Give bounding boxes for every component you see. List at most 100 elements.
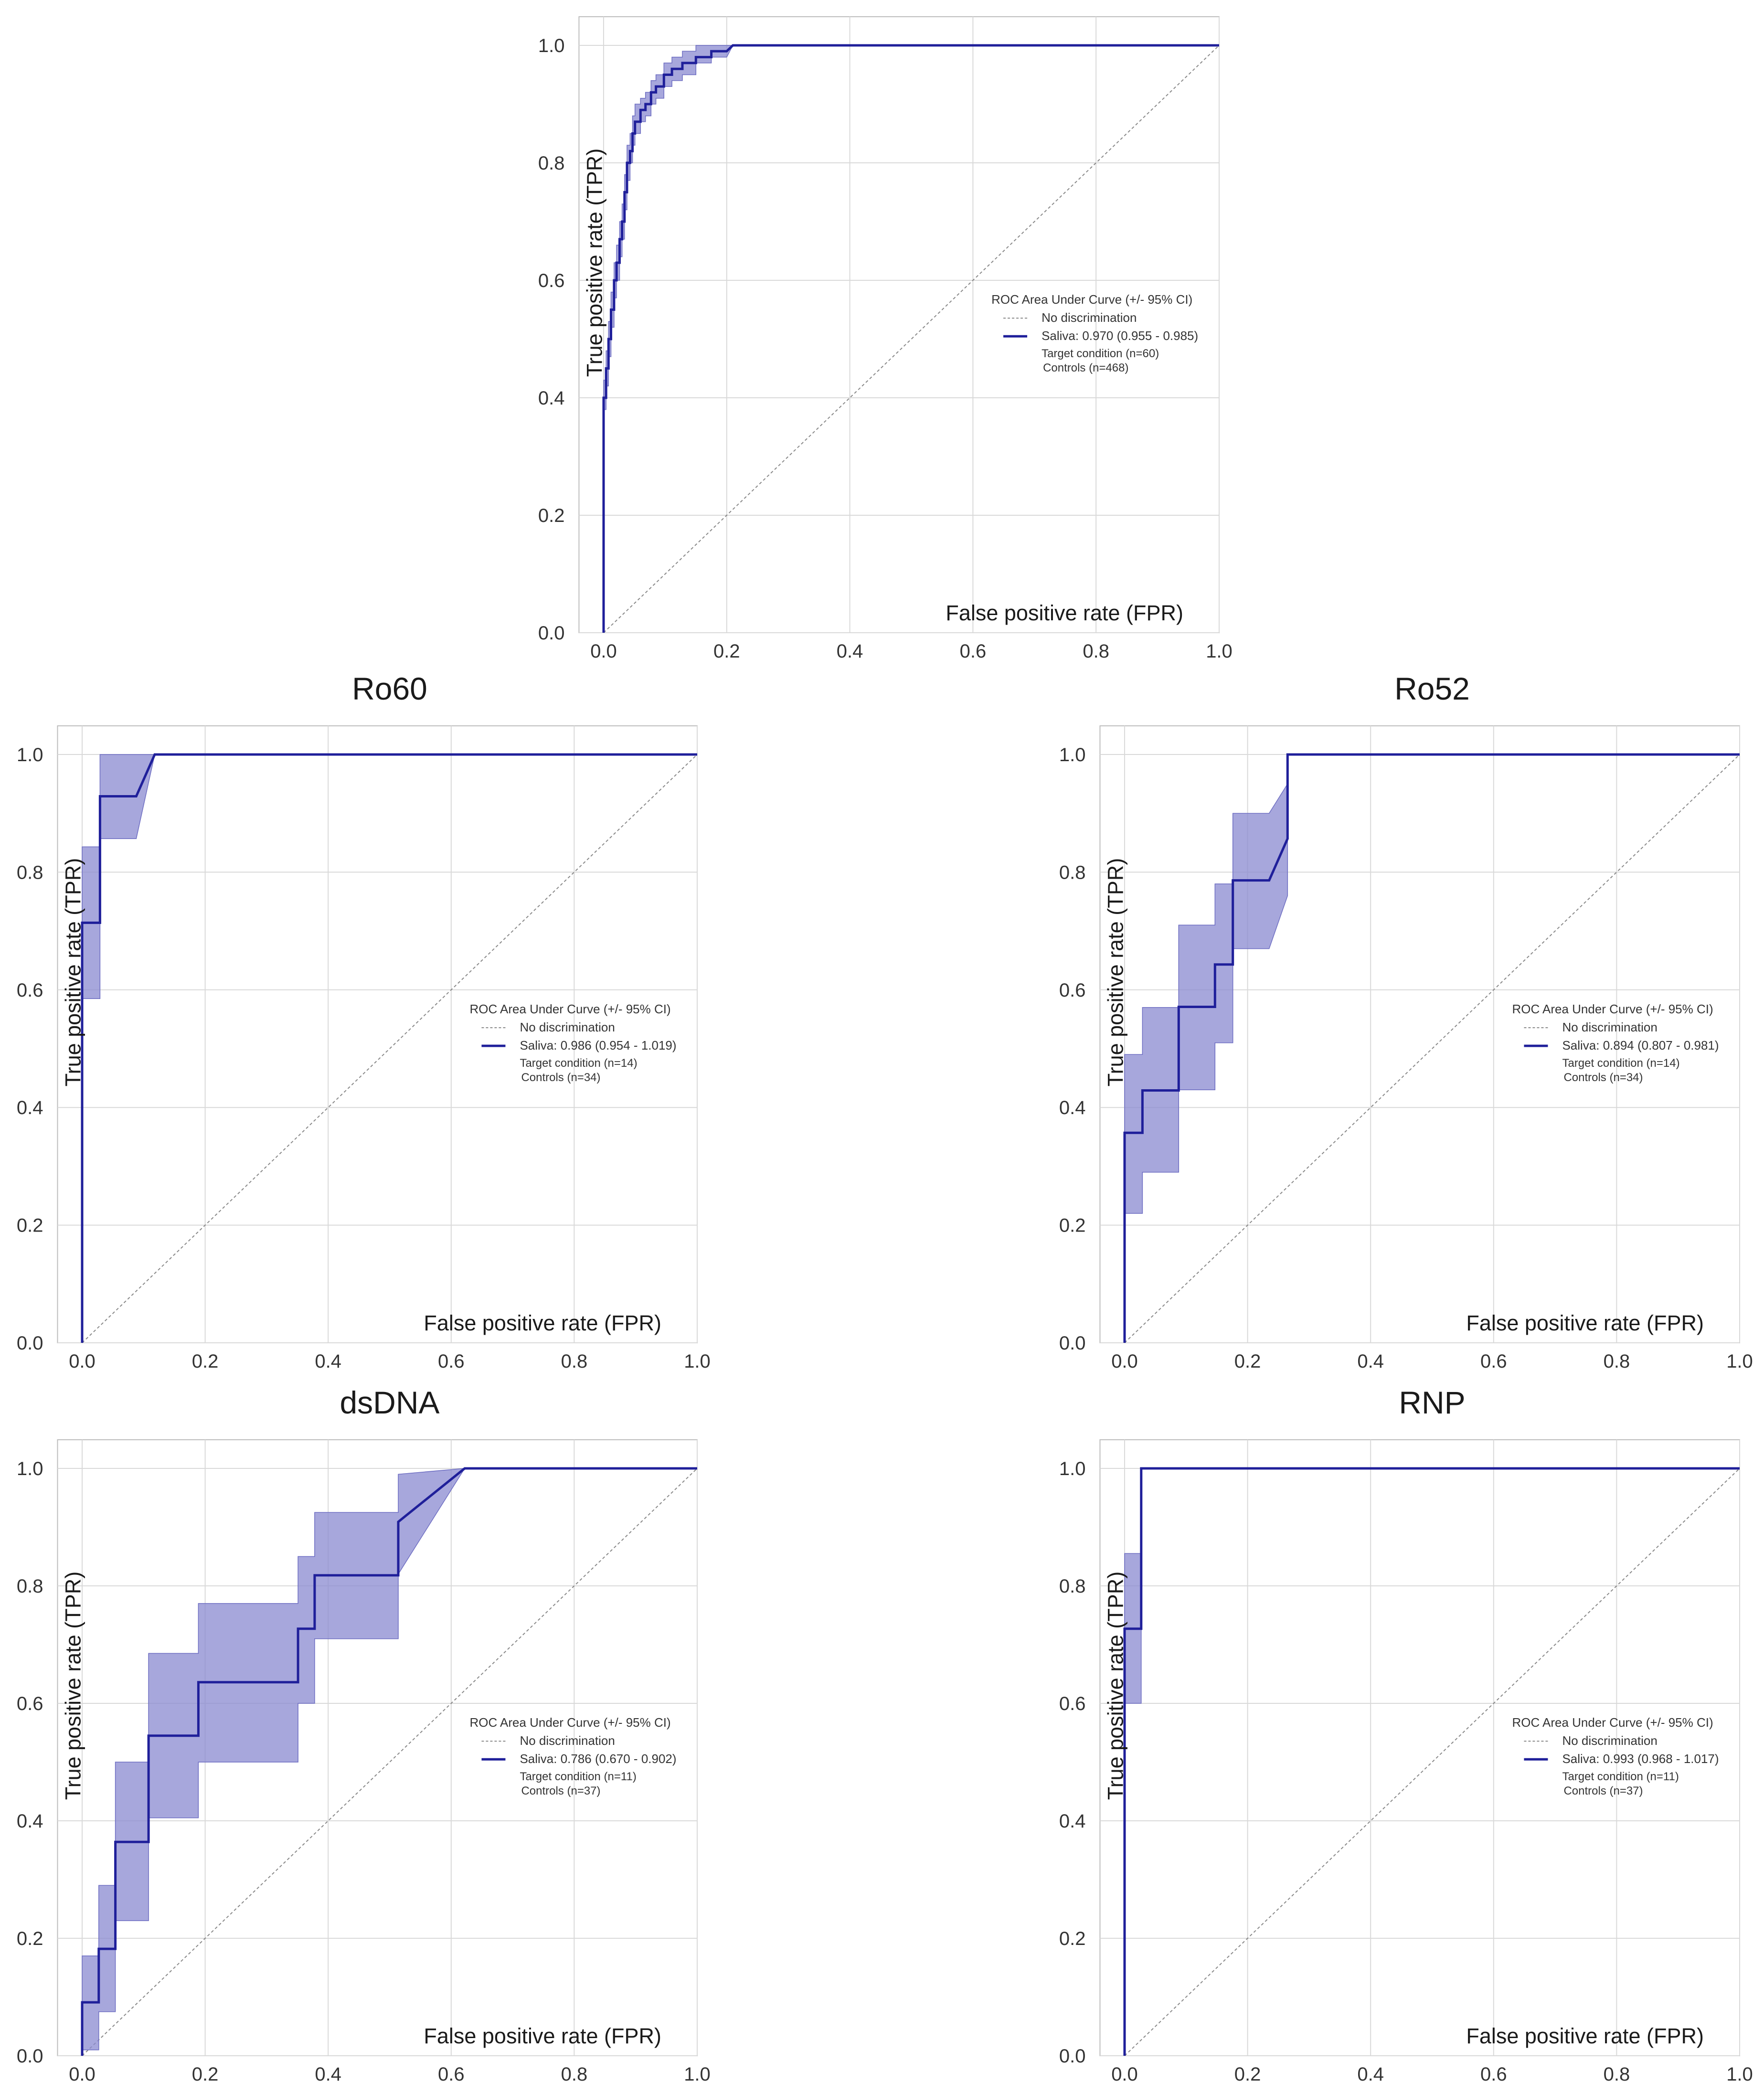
- x-tick-label: 0.4: [1357, 2064, 1384, 2085]
- x-tick-label: 0.0: [69, 1351, 96, 1372]
- y-tick-label: 0.2: [1059, 1215, 1086, 1236]
- y-tick-label: 0.4: [538, 388, 565, 409]
- y-tick-label: 0.2: [17, 1928, 43, 1949]
- x-tick-label: 0.8: [1604, 1351, 1630, 1372]
- x-tick-label: 0.8: [1604, 2064, 1630, 2085]
- legend: ROC Area Under Curve (+/- 95% CI) No disc…: [991, 292, 1198, 374]
- x-tick-label: 0.2: [713, 641, 740, 662]
- x-tick-label: 0.8: [561, 1351, 588, 1372]
- panel-title: dsDNA: [340, 1385, 439, 1420]
- y-tick-label: 0.0: [17, 1333, 43, 1354]
- x-tick-label: 1.0: [684, 1351, 711, 1372]
- roc-curve: [81, 753, 697, 1343]
- panel-title: Ro60: [352, 671, 427, 706]
- y-axis-label: True positive rate (TPR): [1103, 858, 1127, 1086]
- y-tick-label: 0.6: [538, 270, 565, 291]
- plot-frame: [1099, 1439, 1740, 2056]
- legend-controls: Controls (n=34): [1563, 1071, 1643, 1084]
- x-tick-label: 0.0: [69, 2064, 96, 2085]
- plot-frame: [578, 16, 1220, 633]
- roc-curve: [1123, 1467, 1740, 2056]
- roc-panel-dsdna: 0.0 0.2 0.4 0.6 0.8 1.0 0.0 0.2 0.4 0.6 0.8 1.0 dsDN…: [17, 1385, 711, 2085]
- panel-title: RNP: [1399, 1385, 1465, 1420]
- roc-curve: [81, 1467, 697, 2056]
- legend: ROC Area Under Curve (+/- 95% CI) No disc…: [469, 1002, 676, 1084]
- y-tick-label: 1.0: [17, 744, 43, 765]
- roc-curve: [602, 44, 1219, 633]
- x-tick-label: 0.6: [438, 1351, 465, 1372]
- legend-controls: Controls (n=37): [1563, 1785, 1643, 1797]
- x-tick-label: 1.0: [1726, 2064, 1753, 2085]
- y-tick-label: 0.6: [1059, 980, 1086, 1001]
- legend-controls: Controls (n=468): [1043, 361, 1128, 374]
- legend-controls: Controls (n=34): [521, 1071, 600, 1084]
- legend-target: Target condition (n=14): [1562, 1057, 1679, 1070]
- roc-panel-overall: 0.0 0.2 0.4 0.6 0.8 1.0 0.0 0.2 0.4 0.6 0.8 1.0 Fals…: [538, 16, 1233, 662]
- x-tick-label: 1.0: [684, 2064, 711, 2085]
- y-tick-label: 0.4: [1059, 1097, 1086, 1118]
- y-tick-label: 0.8: [17, 1576, 43, 1597]
- x-tick-label: 1.0: [1726, 1351, 1753, 1372]
- roc-panel-ro60: 0.0 0.2 0.4 0.6 0.8 1.0 0.0 0.2 0.4 0.6 0.8 1.0 Ro60…: [17, 671, 711, 1372]
- x-axis-label: False positive rate (FPR): [424, 2024, 661, 2048]
- legend-title: ROC Area Under Curve (+/- 95% CI): [469, 1715, 670, 1730]
- y-tick-label: 0.6: [17, 980, 43, 1001]
- ci-band: [82, 1468, 697, 2056]
- legend-target: Target condition (n=11): [1562, 1770, 1679, 1783]
- legend-title: ROC Area Under Curve (+/- 95% CI): [469, 1002, 670, 1016]
- legend: ROC Area Under Curve (+/- 95% CI) No disc…: [1512, 1715, 1719, 1797]
- y-tick-label: 0.2: [538, 505, 565, 526]
- roc-panel-ro52: 0.0 0.2 0.4 0.6 0.8 1.0 0.0 0.2 0.4 0.6 0.8 1.0 Ro52…: [1059, 671, 1753, 1372]
- x-tick-label: 0.2: [1234, 2064, 1261, 2085]
- legend-title: ROC Area Under Curve (+/- 95% CI): [991, 292, 1192, 307]
- legend-no-discrimination: No discrimination: [1562, 1020, 1657, 1034]
- legend-series: Saliva: 0.894 (0.807 - 0.981): [1562, 1038, 1719, 1052]
- y-axis-label: True positive rate (TPR): [1103, 1572, 1127, 1800]
- y-tick-label: 0.8: [17, 862, 43, 883]
- legend-target: Target condition (n=60): [1041, 347, 1159, 360]
- x-tick-label: 0.2: [192, 1351, 219, 1372]
- legend-no-discrimination: No discrimination: [520, 1020, 615, 1034]
- y-tick-label: 0.6: [1059, 1693, 1086, 1714]
- legend-controls: Controls (n=37): [521, 1785, 600, 1797]
- x-tick-label: 0.2: [192, 2064, 219, 2085]
- roc-curve: [1123, 753, 1740, 1343]
- no-discrimination-line: [1124, 754, 1740, 1343]
- y-tick-label: 0.4: [1059, 1811, 1086, 1832]
- panel-title: Ro52: [1394, 671, 1470, 706]
- roc-panel-rnp: 0.0 0.2 0.4 0.6 0.8 1.0 0.0 0.2 0.4 0.6 0.8 1.0 RNP F…: [1059, 1385, 1753, 2085]
- x-tick-label: 0.0: [1111, 2064, 1138, 2085]
- y-tick-label: 0.8: [1059, 1576, 1086, 1597]
- y-tick-label: 1.0: [1059, 744, 1086, 765]
- y-tick-label: 0.8: [538, 153, 565, 174]
- y-tick-label: 0.0: [1059, 1333, 1086, 1354]
- x-axis-label: False positive rate (FPR): [1466, 2024, 1704, 2048]
- x-axis-label: False positive rate (FPR): [946, 601, 1183, 625]
- legend-title: ROC Area Under Curve (+/- 95% CI): [1512, 1715, 1713, 1730]
- ci-band: [1124, 1468, 1740, 2056]
- x-tick-label: 0.0: [590, 641, 617, 662]
- x-tick-label: 0.2: [1234, 1351, 1261, 1372]
- y-tick-label: 0.2: [17, 1215, 43, 1236]
- x-tick-label: 0.4: [837, 641, 863, 662]
- x-tick-label: 0.6: [438, 2064, 465, 2085]
- legend: ROC Area Under Curve (+/- 95% CI) No disc…: [1512, 1002, 1719, 1084]
- legend-target: Target condition (n=11): [520, 1770, 636, 1783]
- y-axis-label: True positive rate (TPR): [61, 1572, 85, 1800]
- x-tick-label: 1.0: [1206, 641, 1233, 662]
- legend-no-discrimination: No discrimination: [1041, 310, 1137, 325]
- x-tick-label: 0.4: [1357, 1351, 1384, 1372]
- y-tick-label: 0.2: [1059, 1928, 1086, 1949]
- legend-title: ROC Area Under Curve (+/- 95% CI): [1512, 1002, 1713, 1016]
- y-tick-label: 0.4: [17, 1811, 43, 1832]
- y-tick-label: 0.4: [17, 1097, 43, 1118]
- legend-target: Target condition (n=14): [520, 1057, 637, 1070]
- x-tick-label: 0.6: [1480, 2064, 1507, 2085]
- x-tick-label: 0.4: [315, 1351, 341, 1372]
- x-tick-label: 0.8: [561, 2064, 588, 2085]
- y-tick-label: 0.0: [538, 623, 565, 644]
- y-tick-label: 1.0: [17, 1458, 43, 1479]
- y-tick-label: 0.8: [1059, 862, 1086, 883]
- x-tick-label: 0.0: [1111, 1351, 1138, 1372]
